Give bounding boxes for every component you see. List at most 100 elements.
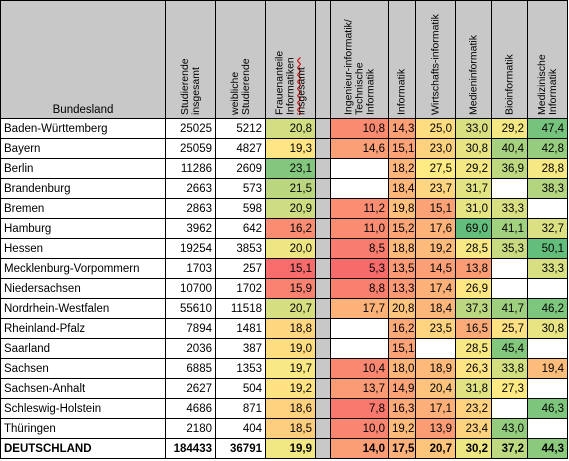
cell-subject-0: 10,4 [330, 358, 389, 379]
cell-subject-3: 31,8 [455, 378, 492, 399]
cell-subject-3: 30,2 [455, 438, 492, 459]
table-row: Baden-Württemberg 25025 5212 20,8 10,8 14,3 25… [0, 118, 568, 139]
cell-bundesland: Bremen [0, 198, 166, 219]
cell-subject-0: 11,2 [330, 198, 389, 219]
header-row: Bundesland Studierende insgesamt weiblic… [0, 0, 568, 119]
cell-studierende: 2663 [165, 178, 216, 199]
table-row: Sachsen-Anhalt 2627 504 19,2 13,7 14,9 20,4 31,… [0, 378, 568, 399]
cell-bundesland: Baden-Württemberg [0, 118, 166, 139]
cell-subject-5: 32,7 [527, 218, 568, 239]
cell-subject-3: 29,2 [455, 158, 492, 179]
cell-weibliche: 11518 [215, 298, 266, 319]
cell-gap [315, 418, 331, 439]
cell-bundesland: Berlin [0, 158, 166, 179]
cell-gap [315, 338, 331, 359]
cell-frauenanteil: 20,8 [265, 118, 316, 139]
cell-subject-4: 43,0 [491, 418, 528, 439]
cell-subject-4: 37,2 [491, 438, 528, 459]
cell-subject-1: 14,3 [388, 118, 416, 139]
table-row: Bayern 25059 4827 19,3 14,6 15,1 23,0 30,8 40,4 4… [0, 138, 568, 159]
cell-subject-3: 23,2 [455, 398, 492, 419]
cell-subject-0: 17,7 [330, 298, 389, 319]
header-medizin: Medizinische Informatik [527, 0, 568, 119]
cell-subject-4: 45,4 [491, 338, 528, 359]
table-row: Hessen 19254 3853 20,0 8,5 18,8 19,2 28,5 35,3 50… [0, 238, 568, 259]
cell-subject-2: 25,0 [415, 118, 456, 139]
table-row: Mecklenburg-Vorpommern 1703 257 15,1 5,3 13,5… [0, 258, 568, 279]
cell-subject-1: 13,3 [388, 278, 416, 299]
cell-subject-3: 31,0 [455, 198, 492, 219]
cell-subject-3: 28,5 [455, 238, 492, 259]
cell-subject-5: 19,4 [527, 358, 568, 379]
cell-subject-5: 46,3 [527, 398, 568, 419]
cell-frauenanteil: 18,5 [265, 418, 316, 439]
cell-subject-2: 13,9 [415, 418, 456, 439]
cell-subject-3: 28,5 [455, 338, 492, 359]
cell-gap [315, 258, 331, 279]
table-row: Sachsen 6885 1353 19,7 10,4 18,0 18,9 26,3 33,8 1… [0, 358, 568, 379]
cell-bundesland: Nordrhein-Westfalen [0, 298, 166, 319]
cell-weibliche: 404 [215, 418, 266, 439]
cell-subject-1: 15,2 [388, 218, 416, 239]
header-gap [315, 0, 331, 119]
cell-weibliche: 257 [215, 258, 266, 279]
cell-subject-5: 38,3 [527, 178, 568, 199]
cell-studierende: 3962 [165, 218, 216, 239]
cell-weibliche: 36791 [215, 438, 266, 459]
cell-subject-1: 15,1 [388, 338, 416, 359]
cell-subject-4 [491, 278, 528, 299]
cell-frauenanteil: 21,5 [265, 178, 316, 199]
table-row: Brandenburg 2663 573 21,5 18,4 23,7 31,7 38,3 [0, 178, 568, 199]
table-row: Schleswig-Holstein 4686 871 18,6 7,8 16,3 17,1… [0, 398, 568, 419]
cell-weibliche: 573 [215, 178, 266, 199]
cell-subject-0: 10,0 [330, 418, 389, 439]
cell-subject-3: 13,8 [455, 258, 492, 279]
cell-gap [315, 238, 331, 259]
table-row: Rheinland-Pfalz 7894 1481 18,8 16,2 23,5 16,5 2… [0, 318, 568, 339]
header-frauenanteile: Frauenanteile Informatiken insgesamt [265, 0, 316, 119]
cell-frauenanteil: 15,1 [265, 258, 316, 279]
cell-subject-3: 37,3 [455, 298, 492, 319]
cell-frauenanteil: 16,2 [265, 218, 316, 239]
cell-bundesland: Mecklenburg-Vorpommern [0, 258, 166, 279]
cell-subject-1: 18,4 [388, 178, 416, 199]
cell-weibliche: 1353 [215, 358, 266, 379]
cell-subject-2: 23,5 [415, 318, 456, 339]
cell-subject-0: 14,0 [330, 438, 389, 459]
cell-subject-5: 46,2 [527, 298, 568, 319]
cell-subject-4: 27,3 [491, 378, 528, 399]
cell-subject-4 [491, 398, 528, 419]
header-bundesland: Bundesland [0, 0, 166, 119]
cell-subject-4 [491, 178, 528, 199]
cell-bundesland: DEUTSCHLAND [0, 438, 166, 459]
cell-subject-2: 23,0 [415, 138, 456, 159]
cell-frauenanteil: 20,0 [265, 238, 316, 259]
cell-studierende: 25025 [165, 118, 216, 139]
header-medien: Medieninformatik [455, 0, 492, 119]
cell-subject-5 [527, 418, 568, 439]
cell-subject-2: 27,5 [415, 158, 456, 179]
cell-bundesland: Hamburg [0, 218, 166, 239]
cell-subject-1: 18,2 [388, 158, 416, 179]
cell-gap [315, 118, 331, 139]
header-weibliche: weibliche Studierende [215, 0, 266, 119]
cell-subject-1: 14,9 [388, 378, 416, 399]
cell-subject-2 [415, 338, 456, 359]
cell-gap [315, 378, 331, 399]
cell-weibliche: 642 [215, 218, 266, 239]
cell-subject-0: 5,3 [330, 258, 389, 279]
cell-frauenanteil: 19,7 [265, 358, 316, 379]
cell-bundesland: Niedersachsen [0, 278, 166, 299]
cell-weibliche: 387 [215, 338, 266, 359]
cell-subject-5: 28,8 [527, 158, 568, 179]
cell-gap [315, 198, 331, 219]
cell-subject-2: 17,4 [415, 278, 456, 299]
cell-weibliche: 871 [215, 398, 266, 419]
header-informatik: Informatik [388, 0, 416, 119]
header-studierende: Studierende insgesamt [165, 0, 216, 119]
cell-studierende: 2863 [165, 198, 216, 219]
cell-studierende: 2180 [165, 418, 216, 439]
cell-studierende: 25059 [165, 138, 216, 159]
cell-subject-2: 18,4 [415, 298, 456, 319]
